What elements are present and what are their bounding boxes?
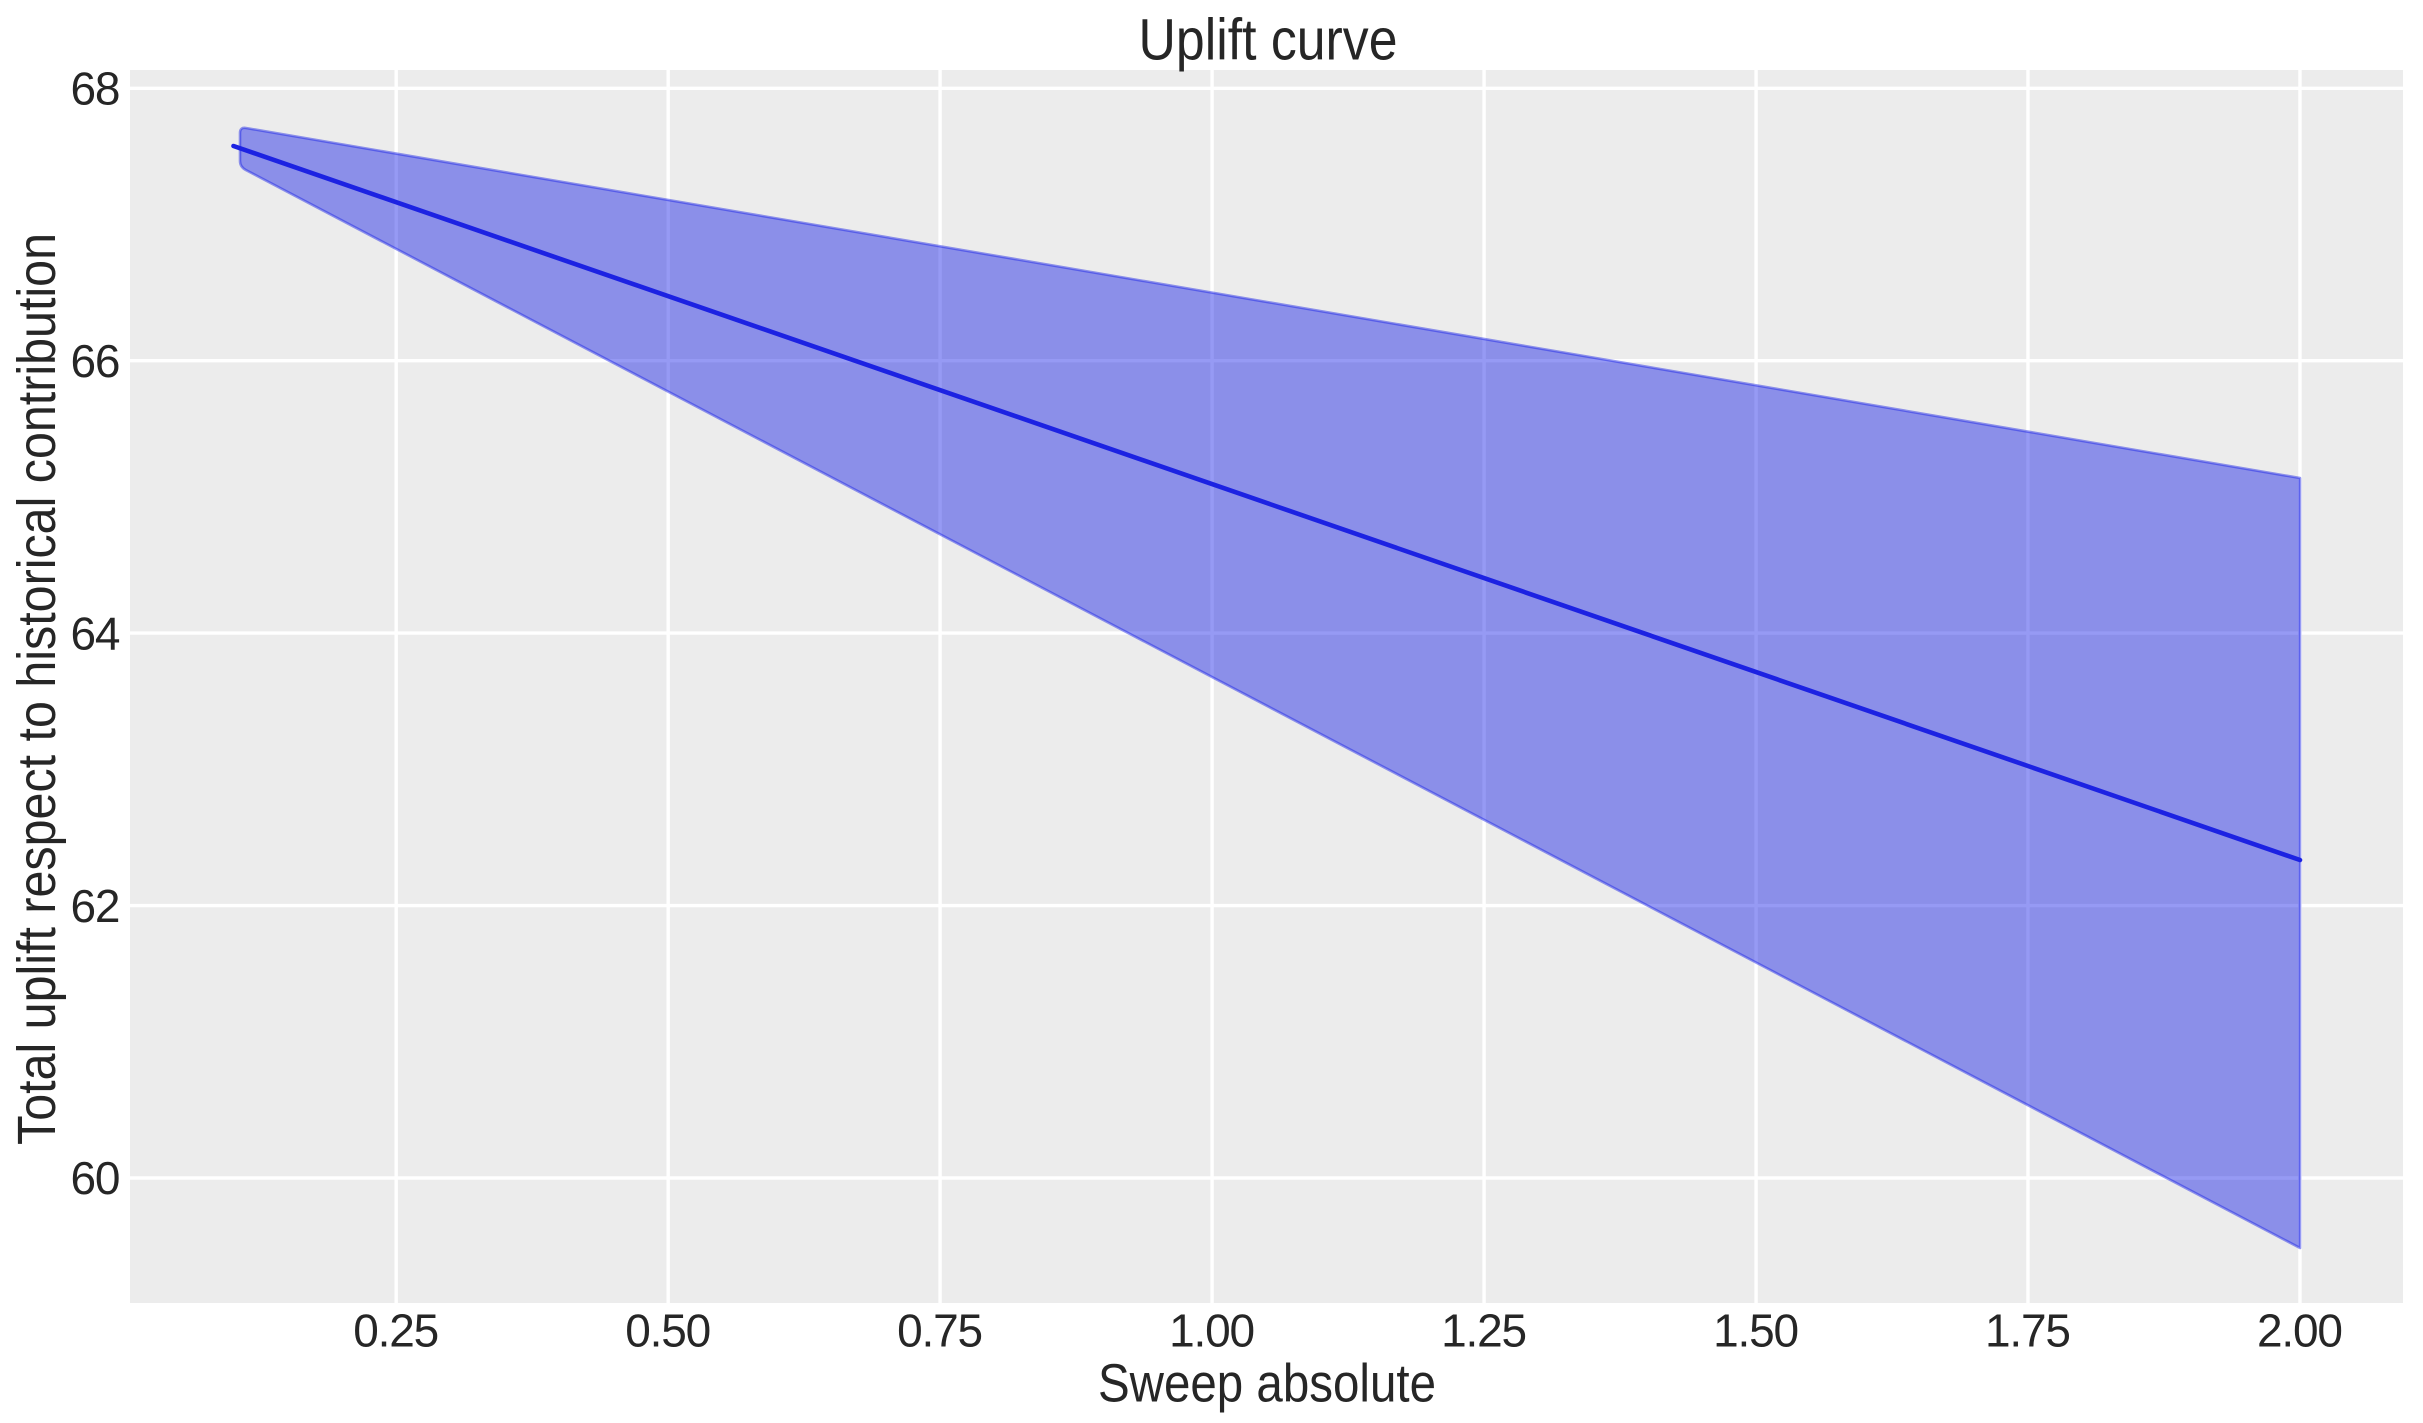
svg-text:0.75: 0.75 bbox=[897, 1305, 983, 1357]
svg-text:1.25: 1.25 bbox=[1441, 1305, 1527, 1357]
svg-text:62: 62 bbox=[71, 880, 121, 932]
svg-text:1.75: 1.75 bbox=[1985, 1305, 2071, 1357]
svg-text:0.25: 0.25 bbox=[353, 1305, 439, 1357]
svg-text:66: 66 bbox=[71, 335, 121, 387]
svg-text:Sweep absolute: Sweep absolute bbox=[1098, 1353, 1436, 1413]
svg-text:Total uplift respect to histor: Total uplift respect to historical contr… bbox=[7, 233, 67, 1145]
svg-text:68: 68 bbox=[71, 63, 121, 115]
svg-text:1.00: 1.00 bbox=[1169, 1305, 1255, 1357]
svg-text:2.00: 2.00 bbox=[2257, 1305, 2343, 1357]
svg-text:Uplift curve: Uplift curve bbox=[1139, 8, 1398, 73]
svg-text:60: 60 bbox=[71, 1152, 121, 1204]
svg-text:64: 64 bbox=[71, 607, 121, 659]
svg-text:1.50: 1.50 bbox=[1713, 1305, 1799, 1357]
svg-text:0.50: 0.50 bbox=[625, 1305, 711, 1357]
